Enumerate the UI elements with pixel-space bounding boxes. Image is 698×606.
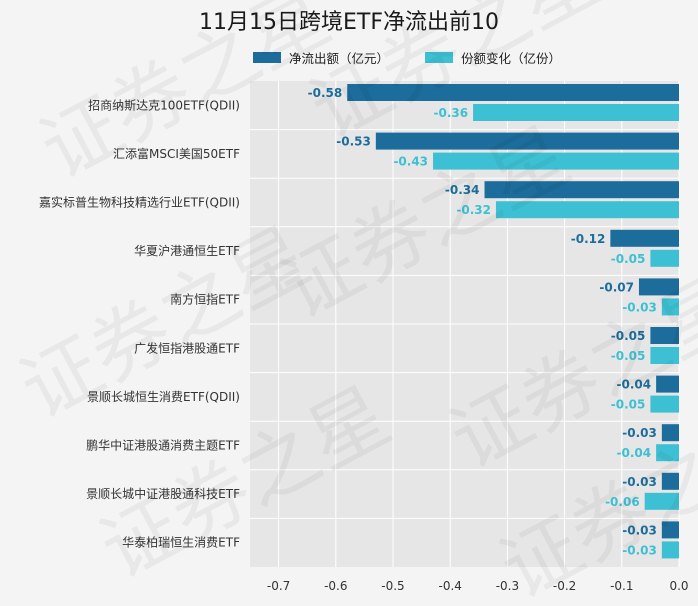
value-label-net-outflow: -0.03: [622, 426, 657, 440]
value-label-net-outflow: -0.03: [622, 523, 657, 537]
x-tick-label: 0.0: [669, 579, 688, 593]
bar-share-change: [650, 249, 679, 267]
legend: 净流出额（亿元） 份额变化（亿份）: [253, 48, 561, 67]
value-label-share-change: -0.36: [433, 106, 468, 120]
value-label-net-outflow: -0.53: [336, 135, 371, 149]
bar-net-outflow: [661, 424, 679, 442]
bar-share-change: [473, 104, 679, 121]
value-label-share-change: -0.05: [611, 252, 646, 266]
value-label-share-change: -0.03: [622, 300, 657, 314]
category-label: 广发恒指港股通ETF: [134, 340, 240, 355]
bar-net-outflow: [650, 327, 679, 344]
value-label-share-change: -0.32: [456, 203, 491, 217]
legend-label-share-change: 份额变化（亿份）: [461, 51, 562, 66]
category-label: 景顺长城中证港股通科技ETF: [86, 486, 240, 501]
category-label: 嘉实标普生物科技精选行业ETF(QDII): [39, 195, 240, 210]
value-label-share-change: -0.04: [617, 446, 652, 460]
x-tick-label: -0.5: [381, 579, 404, 593]
x-tick-label: -0.1: [610, 579, 633, 593]
bar-share-change: [433, 152, 679, 170]
x-tick-label: -0.7: [267, 579, 290, 593]
value-label-net-outflow: -0.05: [611, 329, 646, 343]
value-label-net-outflow: -0.58: [308, 86, 343, 100]
category-label: 华泰柏瑞恒生消费ETF: [122, 535, 240, 550]
category-label: 南方恒指ETF: [170, 292, 240, 307]
bar-net-outflow: [375, 132, 679, 150]
category-label: 华夏沪港通恒生ETF: [134, 244, 240, 258]
value-label-share-change: -0.05: [611, 349, 646, 363]
value-label-net-outflow: -0.03: [622, 475, 657, 489]
bar-net-outflow: [484, 181, 679, 199]
x-tick-label: -0.6: [324, 579, 347, 593]
bar-net-outflow: [661, 472, 679, 490]
legend-swatch-share-change: [425, 52, 454, 63]
bar-net-outflow: [661, 521, 679, 539]
x-tick-label: -0.2: [553, 579, 576, 593]
bar-share-change: [650, 347, 679, 364]
legend-item-net-outflow: 净流出额（亿元）: [253, 48, 389, 67]
bar-share-change: [661, 298, 679, 316]
category-label: 汇添富MSCI美国50ETF: [113, 146, 240, 161]
category-label: 招商纳斯达克100ETF(QDII): [88, 97, 240, 112]
value-label-share-change: -0.06: [605, 495, 640, 509]
bar-share-change: [644, 492, 679, 510]
value-label-share-change: -0.03: [622, 543, 657, 557]
bar-share-change: [495, 201, 679, 219]
bar-share-change: [650, 395, 679, 413]
value-label-net-outflow: -0.12: [571, 232, 606, 246]
legend-label-net-outflow: 净流出额（亿元）: [289, 51, 390, 66]
legend-item-share-change: 份额变化（亿份）: [425, 48, 561, 67]
bar-net-outflow: [610, 229, 679, 247]
category-label: 景顺长城恒生消费ETF(QDII): [87, 390, 240, 404]
bar-net-outflow: [638, 278, 679, 296]
value-label-net-outflow: -0.04: [617, 378, 652, 392]
value-label-share-change: -0.43: [393, 155, 428, 169]
bar-net-outflow: [656, 375, 679, 393]
value-label-net-outflow: -0.34: [445, 183, 480, 197]
bar-net-outflow: [347, 84, 679, 101]
chart-title: 11月15日跨境ETF净流出前10: [199, 10, 499, 35]
legend-swatch-net-outflow: [253, 52, 281, 63]
bar-share-change: [656, 444, 679, 462]
bar-share-change: [661, 541, 679, 559]
value-label-share-change: -0.05: [611, 398, 646, 412]
category-label: 鹏华中证港股通消费主题ETF: [86, 438, 240, 453]
x-tick-label: -0.4: [438, 579, 461, 593]
x-tick-label: -0.3: [496, 579, 519, 593]
value-label-net-outflow: -0.07: [599, 280, 634, 294]
